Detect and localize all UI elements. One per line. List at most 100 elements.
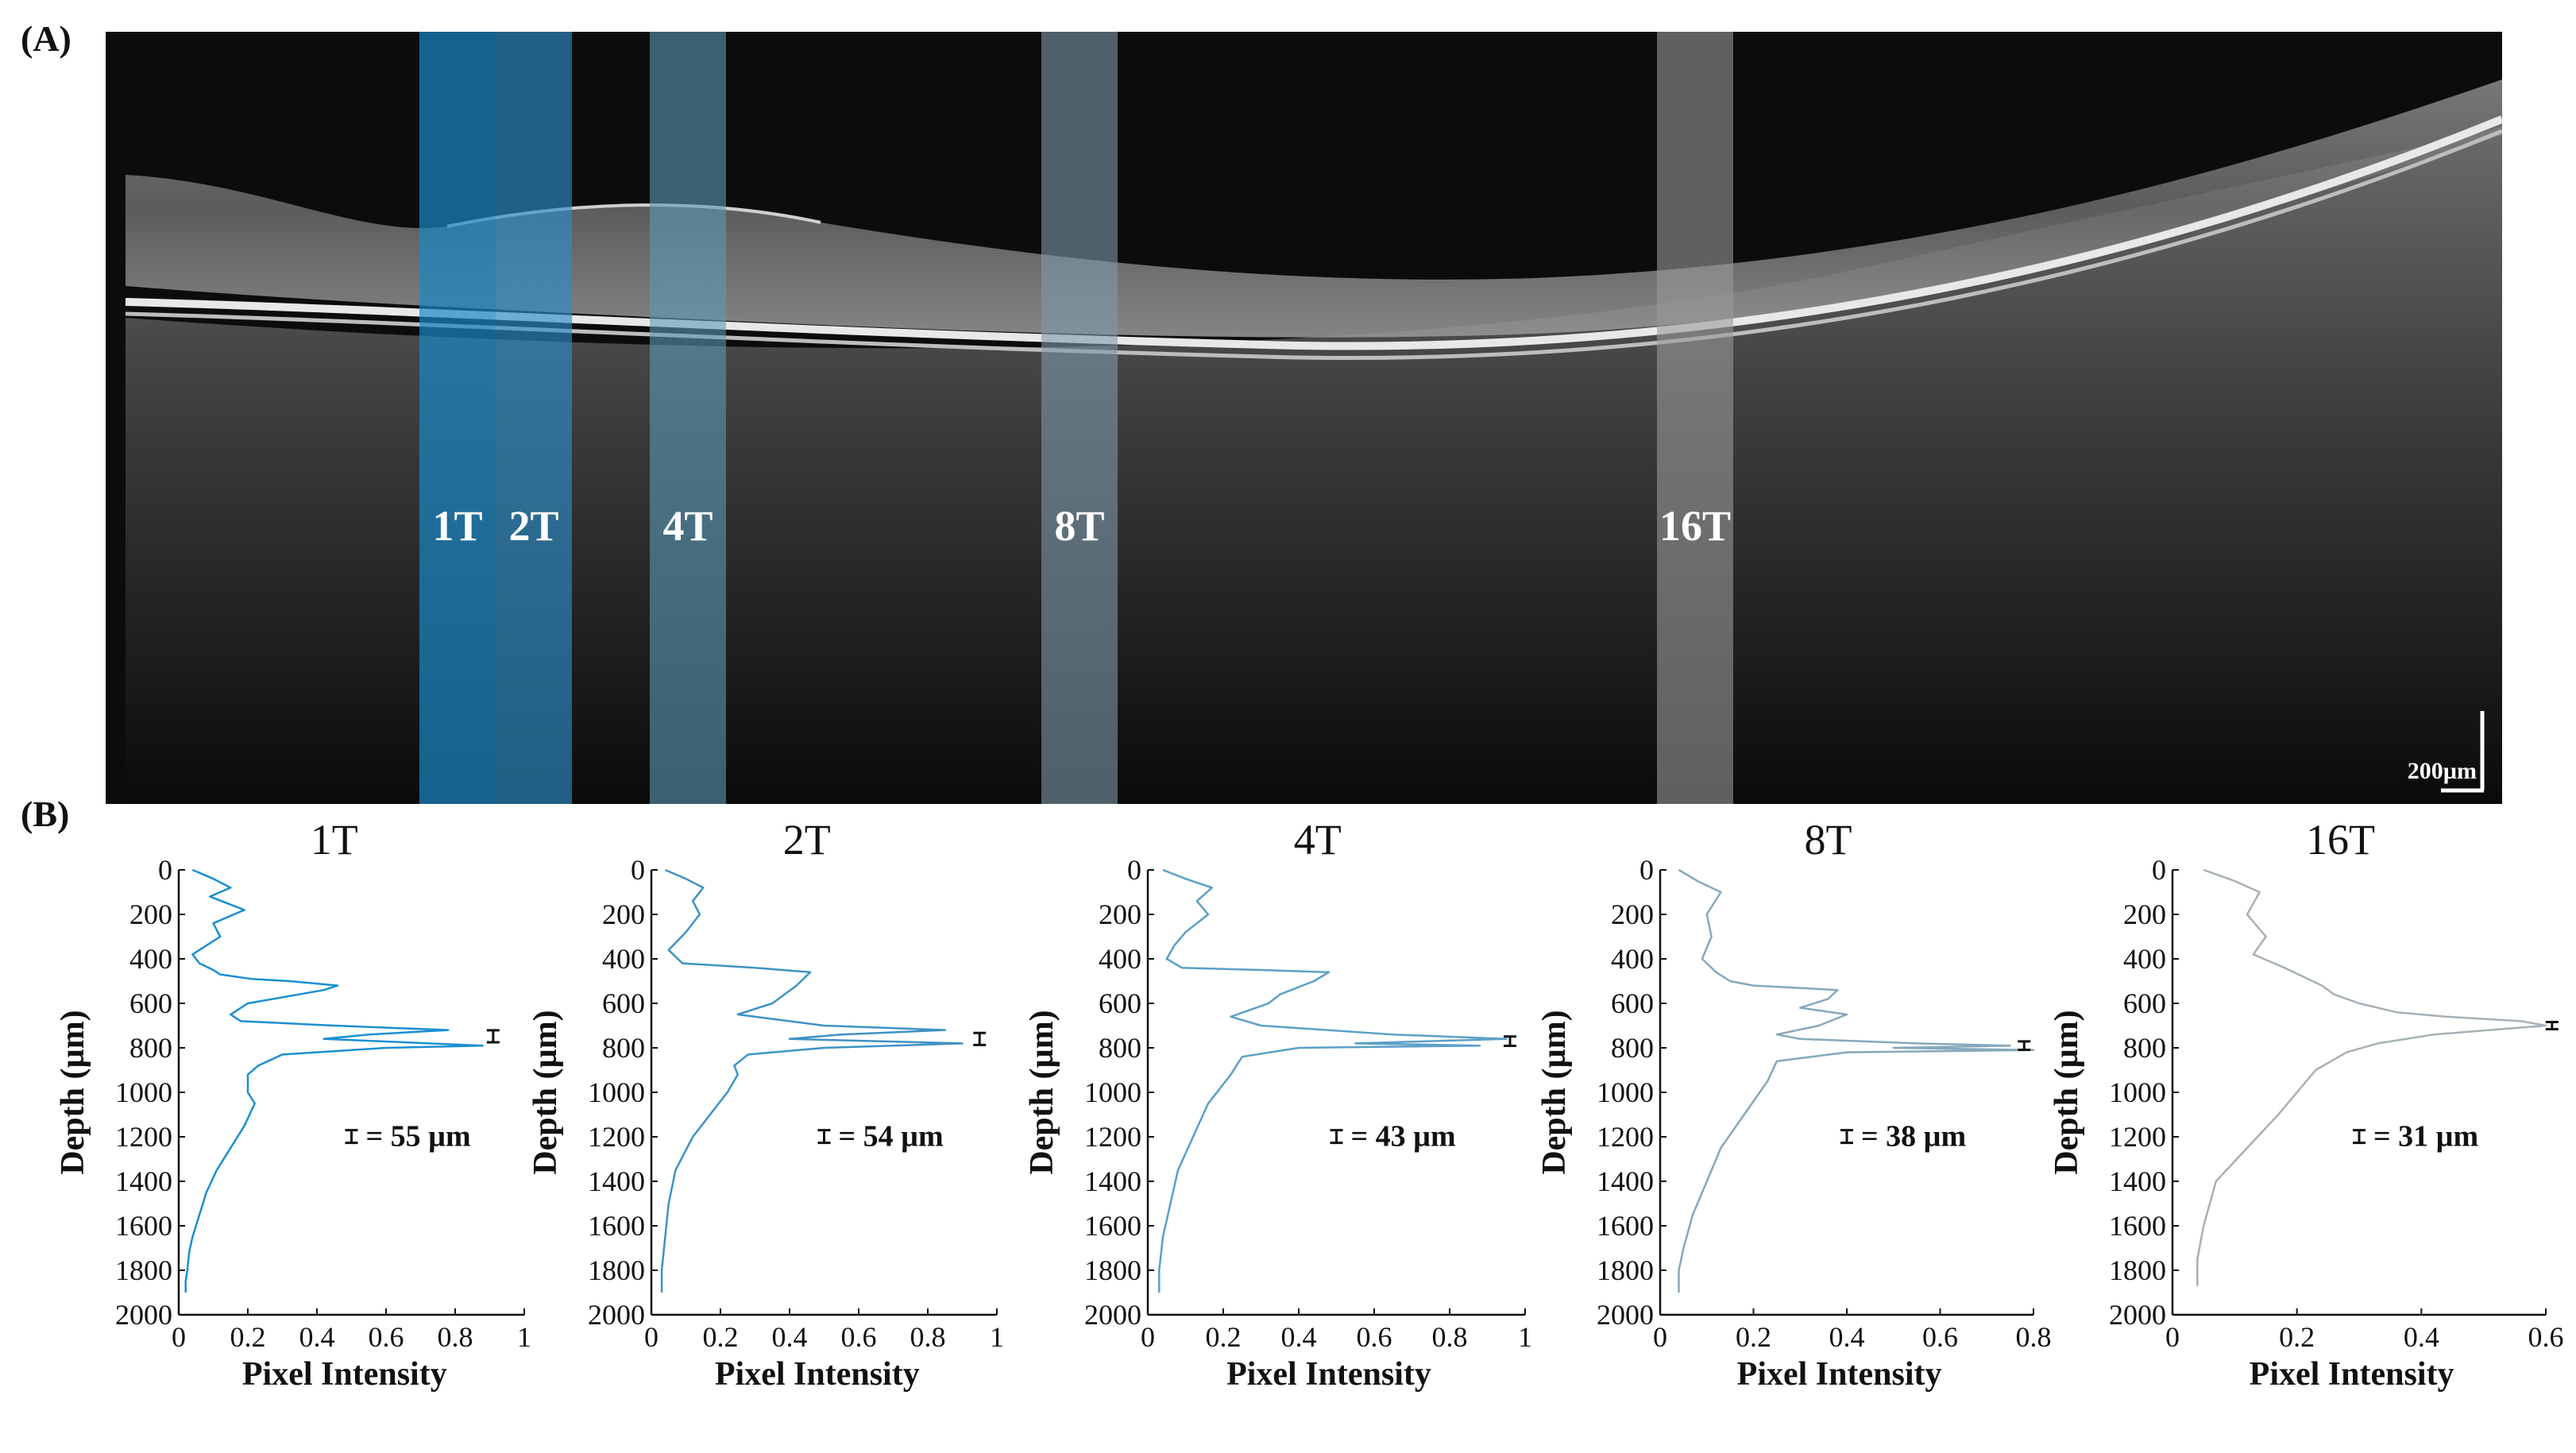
y-tick-label: 1000 <box>1084 1076 1141 1108</box>
peak-width-legend: = 31 µm <box>2353 1120 2478 1154</box>
x-tick-label: 0 <box>1653 1321 1667 1353</box>
y-tick-label: 800 <box>1099 1032 1141 1064</box>
x-tick-label: 0.2 <box>1206 1321 1242 1353</box>
scale-bar-label: 200µm <box>2408 758 2477 784</box>
x-tick-label: 0.2 <box>1736 1321 1771 1353</box>
y-tick-label: 600 <box>1099 987 1141 1019</box>
intensity-profile-line <box>2196 868 2547 1286</box>
peak-width-annotation: = 55 µm <box>366 1120 471 1154</box>
x-axis-label: Pixel Intensity <box>2250 1356 2454 1393</box>
peak-width-legend: = 38 µm <box>1840 1120 1966 1154</box>
peak-width-errorbar <box>486 1029 500 1044</box>
plot-title: 8T <box>1805 816 1852 864</box>
intensity-profile-line <box>1158 868 1508 1293</box>
y-tick-label: 1800 <box>115 1254 172 1286</box>
peak-width-errorbar <box>1504 1035 1516 1047</box>
peak-width-annotation: = 54 µm <box>839 1120 944 1154</box>
intensity-profile-line <box>1678 868 2035 1293</box>
y-tick-label: 1600 <box>2109 1210 2166 1242</box>
x-axis-label: Pixel Intensity <box>242 1356 447 1393</box>
x-tick-label: 1 <box>517 1321 531 1353</box>
y-tick-label: 800 <box>1611 1032 1654 1064</box>
plot-title: 2T <box>783 816 831 864</box>
x-tick-label: 0.4 <box>772 1321 808 1353</box>
y-tick-label: 2000 <box>115 1299 172 1331</box>
x-tick-label: 0.6 <box>2528 1321 2564 1353</box>
y-tick-label: 800 <box>2123 1032 2166 1064</box>
strip-2t: 2T <box>496 32 572 804</box>
strip-8t: 8T <box>1041 32 1118 804</box>
x-tick-label: 0.6 <box>841 1321 877 1353</box>
y-tick-label: 800 <box>129 1032 172 1064</box>
panel-b-label: (B) <box>21 794 70 834</box>
x-tick-label: 0.4 <box>1829 1321 1865 1353</box>
oct-bscan-image: 1T 2T 4T 8T 16T 200µm <box>106 32 2502 804</box>
y-tick-label: 0 <box>1639 854 1654 886</box>
x-tick-label: 0.6 <box>1357 1321 1392 1353</box>
y-tick-label: 1600 <box>588 1210 645 1242</box>
y-axis-label: Depth (µm) <box>2049 1010 2085 1174</box>
strip-label-16t: 16T <box>1659 502 1731 550</box>
strip-label-1t: 1T <box>432 502 482 550</box>
y-tick-label: 200 <box>2123 898 2166 930</box>
y-tick-label: 1000 <box>1597 1076 1654 1108</box>
y-tick-label: 1400 <box>115 1165 172 1197</box>
y-tick-label: 2000 <box>1084 1299 1141 1331</box>
y-tick-label: 2000 <box>588 1299 645 1331</box>
x-tick-label: 0.8 <box>910 1321 946 1353</box>
scale-bar: 200µm <box>2408 711 2485 793</box>
y-tick-label: 400 <box>2123 943 2166 975</box>
y-tick-label: 0 <box>1127 854 1141 886</box>
peak-width-legend: = 43 µm <box>1330 1120 1456 1154</box>
y-tick-label: 1200 <box>115 1121 172 1153</box>
plot-title: 4T <box>1294 816 1342 864</box>
y-tick-label: 1200 <box>2109 1121 2166 1153</box>
x-tick-label: 0 <box>1141 1321 1155 1353</box>
y-tick-label: 600 <box>2123 987 2166 1019</box>
strip-16t: 16T <box>1657 32 1733 804</box>
peak-width-legend: = 54 µm <box>817 1120 944 1154</box>
y-tick-label: 0 <box>158 854 172 886</box>
y-tick-label: 400 <box>129 943 172 975</box>
peak-width-legend: = 55 µm <box>345 1120 471 1154</box>
x-tick-label: 0.2 <box>230 1321 266 1353</box>
y-tick-label: 2000 <box>1597 1299 1654 1331</box>
peak-width-annotation: = 38 µm <box>1861 1120 1966 1154</box>
peak-width-errorbar <box>2545 1021 2559 1030</box>
peak-width-annotation: = 43 µm <box>1351 1120 1456 1154</box>
x-tick-label: 0.6 <box>1922 1321 1958 1353</box>
x-axis-label: Pixel Intensity <box>1226 1356 1431 1393</box>
y-tick-label: 200 <box>1099 898 1141 930</box>
y-tick-label: 1000 <box>2109 1076 2166 1108</box>
y-axis-label: Depth (µm) <box>55 1010 91 1174</box>
y-tick-label: 800 <box>602 1032 645 1064</box>
x-tick-label: 0.8 <box>1432 1321 1468 1353</box>
x-tick-label: 0.4 <box>1281 1321 1317 1353</box>
x-tick-label: 0.2 <box>703 1321 739 1353</box>
y-tick-label: 1000 <box>588 1076 645 1108</box>
intensity-profile-line <box>184 868 485 1293</box>
strip-label-4t: 4T <box>662 502 713 550</box>
x-tick-label: 0.8 <box>2016 1321 2052 1353</box>
y-tick-label: 1600 <box>1084 1210 1141 1242</box>
y-tick-label: 200 <box>602 898 645 930</box>
y-tick-label: 0 <box>2152 854 2166 886</box>
y-tick-label: 1800 <box>1084 1254 1141 1286</box>
plot-title: 16T <box>2306 816 2375 864</box>
y-tick-label: 1800 <box>588 1254 645 1286</box>
y-tick-label: 1600 <box>1597 1210 1654 1242</box>
y-tick-label: 1400 <box>2109 1165 2166 1197</box>
y-tick-label: 1000 <box>115 1076 172 1108</box>
y-tick-label: 2000 <box>2109 1299 2166 1331</box>
x-tick-label: 0 <box>644 1321 658 1353</box>
strip-label-2t: 2T <box>508 502 558 550</box>
strip-label-8t: 8T <box>1054 502 1104 550</box>
peak-width-errorbar <box>973 1031 987 1046</box>
x-tick-label: 0 <box>2165 1321 2180 1353</box>
y-tick-label: 0 <box>631 854 645 886</box>
x-tick-label: 0.6 <box>369 1321 404 1353</box>
peak-width-errorbar <box>2018 1040 2031 1052</box>
y-tick-label: 200 <box>1611 898 1654 930</box>
profile-plot-8t: 8T 0 200 400 600 800 1000 1200 1400 1600 1800 2000 0… <box>1525 816 2052 1449</box>
y-tick-label: 600 <box>602 987 645 1019</box>
